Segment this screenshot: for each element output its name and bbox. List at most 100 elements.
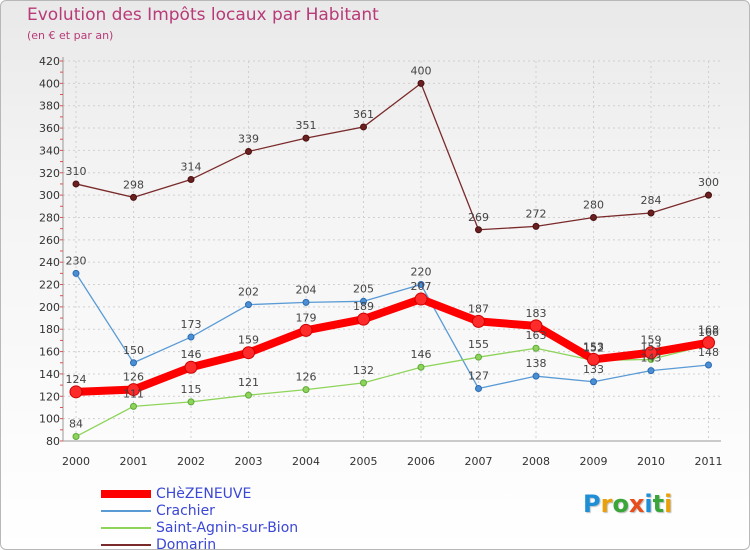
data-label: 152: [583, 342, 604, 355]
logo-letter: x: [628, 490, 645, 518]
logo-letter: P: [583, 490, 601, 518]
data-label: 205: [353, 282, 374, 295]
data-label: 272: [526, 207, 547, 220]
data-label: 146: [181, 348, 202, 361]
logo-letter: r: [600, 490, 613, 518]
x-tick-label: 2006: [407, 455, 435, 468]
data-label: 168: [698, 324, 719, 337]
data-point: [302, 298, 310, 306]
data-label: 153: [583, 340, 604, 353]
logo-letter: o: [612, 490, 629, 518]
data-point: [647, 367, 655, 375]
series-line-0: [72, 295, 713, 396]
data-label: 269: [468, 211, 489, 224]
data-label: 361: [353, 108, 374, 121]
data-point: [590, 378, 597, 386]
data-point: [357, 312, 370, 326]
data-label: 148: [698, 346, 719, 359]
data-point: [302, 386, 310, 394]
data-label: 126: [123, 371, 144, 384]
y-tick-label: 160: [39, 346, 60, 359]
data-point: [417, 281, 425, 289]
data-label: 127: [468, 369, 489, 382]
data-label: 159: [238, 334, 259, 347]
y-tick-label: 340: [39, 144, 60, 157]
data-point: [72, 433, 80, 441]
data-label: 121: [238, 376, 259, 389]
data-point: [417, 363, 425, 371]
data-label: 173: [181, 318, 202, 331]
data-label: 150: [123, 344, 144, 357]
legend-label: Saint-Agnin-sur-Bion: [156, 520, 299, 536]
data-point: [242, 346, 255, 360]
data-point: [590, 213, 597, 221]
y-tick-label: 360: [39, 122, 60, 135]
data-label: 143: [641, 352, 662, 365]
data-label: 126: [296, 371, 317, 384]
y-tick-label: 400: [39, 77, 60, 90]
x-tick-label: 2008: [522, 455, 550, 468]
data-point: [702, 336, 715, 350]
data-label: 155: [468, 338, 489, 351]
data-point: [72, 269, 80, 277]
data-label: 153: [641, 340, 662, 353]
legend-label: Domarin: [156, 537, 217, 550]
legend-swatch: [101, 510, 151, 512]
data-point: [360, 123, 367, 131]
x-tick-label: 2005: [350, 455, 378, 468]
data-point: [529, 319, 543, 333]
data-point: [532, 372, 540, 380]
data-point: [72, 180, 80, 188]
x-tick-label: 2000: [62, 455, 90, 468]
data-point: [705, 191, 712, 199]
data-label: 133: [583, 363, 604, 376]
chart-subtitle: (en € et par an): [27, 29, 114, 42]
data-point: [644, 346, 658, 360]
data-point: [187, 398, 195, 406]
data-point: [475, 353, 482, 361]
y-tick-label: 140: [39, 368, 60, 381]
data-point: [647, 209, 655, 217]
x-tick-label: 2010: [637, 455, 665, 468]
y-tick-label: 240: [39, 256, 60, 269]
series-line-1: [75, 272, 710, 390]
data-point: [187, 333, 195, 341]
y-tick-label: 80: [46, 435, 60, 448]
x-tick-label: 2004: [292, 455, 320, 468]
logo-letter: i: [664, 490, 673, 518]
data-label: 400: [411, 64, 432, 77]
data-label: 179: [296, 311, 317, 324]
data-point: [360, 379, 367, 387]
logo-letter: t: [652, 490, 665, 518]
data-label: 284: [641, 194, 662, 207]
data-point: [69, 385, 83, 399]
y-tick-label: 180: [39, 323, 60, 336]
data-label: 300: [698, 176, 719, 189]
data-label: 310: [66, 165, 87, 178]
x-tick-label: 2002: [177, 455, 205, 468]
legend-label: CHèZENEUVE: [156, 486, 252, 502]
y-tick-label: 420: [39, 55, 60, 68]
data-label: 138: [526, 357, 547, 370]
data-label: 207: [411, 280, 432, 293]
y-tick-label: 220: [39, 279, 60, 292]
data-label: 115: [181, 383, 202, 396]
data-point: [532, 222, 540, 230]
data-label: 111: [123, 387, 144, 400]
data-label: 166: [698, 326, 719, 339]
y-tick-label: 280: [39, 211, 60, 224]
logo-letter: i: [644, 490, 653, 518]
y-tick-label: 300: [39, 189, 60, 202]
data-point: [127, 383, 140, 397]
data-point: [475, 384, 482, 392]
data-point: [417, 79, 425, 87]
data-point: [184, 360, 198, 374]
proxiti-logo: Proxiti: [583, 490, 672, 518]
y-tick-label: 200: [39, 301, 60, 314]
data-point: [245, 148, 252, 156]
data-point: [475, 226, 482, 234]
x-tick-label: 2003: [235, 455, 263, 468]
data-label: 204: [296, 283, 317, 296]
data-point: [245, 301, 252, 309]
